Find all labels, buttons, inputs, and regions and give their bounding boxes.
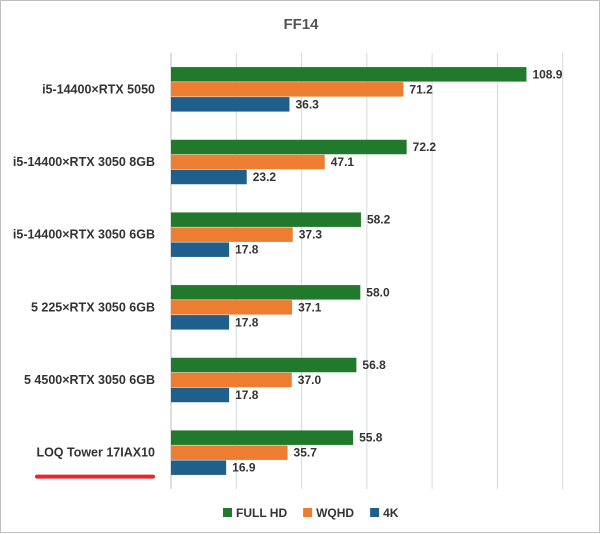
category-label: LOQ Tower 17IAX10 [36, 446, 155, 460]
chart-title: FF14 [283, 16, 319, 33]
bar [171, 97, 290, 112]
category-label: 5 4500×RTX 3050 6GB [24, 373, 155, 387]
bar [171, 242, 230, 257]
legend-label: 4K [383, 506, 399, 520]
bar [171, 154, 325, 170]
bar [171, 357, 357, 373]
bar [171, 82, 404, 97]
data-label: 56.8 [362, 358, 386, 372]
legend-swatch [303, 508, 313, 517]
data-label: 16.9 [232, 461, 256, 475]
grid-lines [170, 53, 564, 489]
category-labels: i5-14400×RTX 5050 i5-14400×RTX 3050 8GB i5… [13, 82, 155, 479]
data-label: 37.3 [299, 228, 323, 242]
bar [171, 430, 354, 445]
bar [171, 300, 293, 315]
data-label: 37.0 [298, 373, 322, 387]
legend-swatch [223, 508, 232, 517]
data-label: 35.7 [294, 446, 318, 460]
data-label: 58.0 [366, 285, 390, 299]
bar [171, 372, 292, 388]
category-label: i5-14400×RTX 3050 6GB [13, 228, 155, 242]
data-label: 17.8 [235, 243, 259, 257]
bar [171, 387, 230, 403]
data-label: 36.3 [295, 97, 319, 111]
legend-label: FULL HD [236, 506, 287, 520]
data-label: 72.2 [413, 140, 437, 154]
legend-swatch [370, 508, 380, 517]
data-label: 17.8 [235, 315, 259, 329]
data-label: 108.9 [532, 67, 562, 81]
bar [171, 212, 361, 227]
data-label: 55.8 [359, 431, 383, 445]
data-label: 71.2 [409, 82, 433, 96]
category-label: i5-14400×RTX 3050 8GB [13, 155, 155, 169]
legend-label: WQHD [316, 506, 354, 520]
bar [171, 139, 407, 155]
bar [171, 227, 293, 242]
category-label: 5 225×RTX 3050 6GB [31, 300, 155, 314]
category-label: i5-14400×RTX 5050 [42, 82, 155, 96]
bar [171, 285, 361, 300]
legend: FULL HD WQHD 4K [223, 506, 399, 520]
bar [171, 169, 247, 185]
data-label: 17.8 [235, 388, 259, 402]
bar [171, 67, 527, 82]
bar [171, 445, 288, 460]
bar [171, 315, 230, 330]
data-label: 47.1 [331, 155, 355, 169]
data-label: 23.2 [253, 170, 277, 184]
data-label: 58.2 [367, 213, 391, 227]
bars-group: 108.9 71.2 36.3 72.2 47.1 23.2 58.2 37.3 17.8 58.… [171, 67, 563, 475]
bar [171, 460, 227, 475]
data-label: 37.1 [298, 300, 322, 314]
